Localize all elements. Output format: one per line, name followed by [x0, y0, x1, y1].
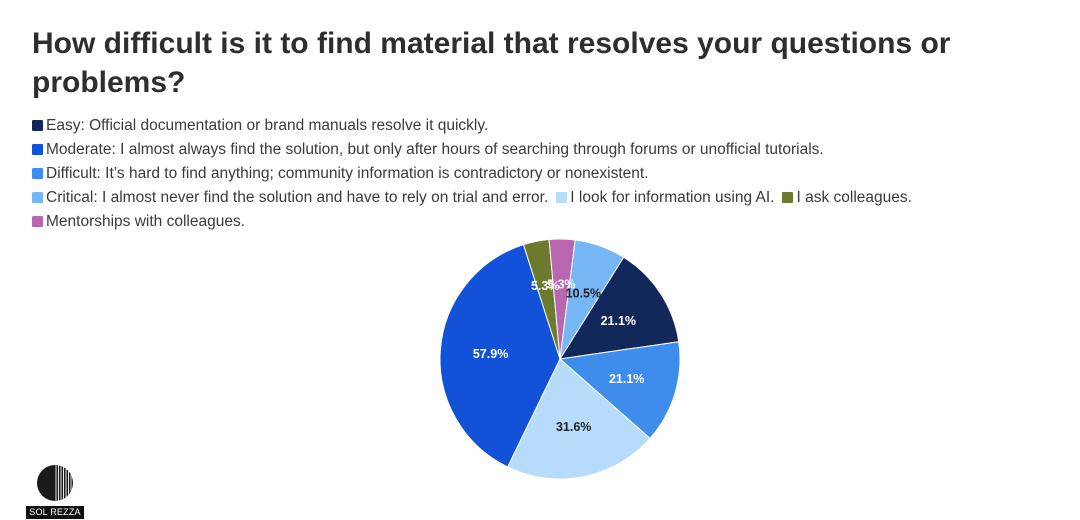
- legend-swatch: [32, 192, 43, 203]
- legend-row: Difficult: It’s hard to find anything; c…: [32, 162, 1042, 186]
- legend-swatch: [32, 168, 43, 179]
- pie-data-label: 57.9%: [473, 347, 508, 361]
- pie-slice: [559, 239, 625, 360]
- legend-label: Critical: I almost never find the soluti…: [46, 189, 549, 206]
- chart-title: How difficult is it to find material tha…: [32, 27, 951, 99]
- legend-label: Difficult: It’s hard to find anything; c…: [46, 165, 649, 182]
- legend-label: I look for information using AI.: [570, 189, 775, 206]
- legend-swatch: [32, 120, 43, 131]
- logo-mark-icon: [37, 465, 73, 501]
- pie-slice: [506, 358, 651, 480]
- legend-item: Critical: I almost never find the soluti…: [32, 186, 548, 209]
- legend-swatch: [556, 192, 568, 203]
- pie-slice: [439, 244, 561, 468]
- pie-data-label: 10.5%: [566, 286, 601, 300]
- pie-data-label: 5.3%: [531, 279, 560, 293]
- pie-data-label: 31.6%: [556, 420, 591, 434]
- legend-item: Easy: Official documentation or brand ma…: [32, 114, 488, 137]
- pie-slice: [559, 256, 680, 360]
- pie-slice: [558, 341, 681, 440]
- legend-row: Easy: Official documentation or brand ma…: [32, 114, 1042, 138]
- legend-label: Mentorships with colleagues.: [46, 213, 246, 230]
- legend-item: Moderate: I almost always find the solut…: [32, 138, 824, 161]
- pie-chart: 21.1%21.1%31.6%57.9%5.3%5.3%10.5%: [439, 238, 681, 480]
- pie-data-label: 21.1%: [601, 314, 636, 328]
- legend-swatch: [782, 192, 794, 203]
- legend-item: I look for information using AI.: [556, 186, 774, 209]
- pie-data-label: 5.3%: [547, 278, 576, 292]
- legend-row: Critical: I almost never find the soluti…: [32, 186, 1042, 210]
- pie-data-label: 21.1%: [609, 372, 644, 386]
- legend-item: Mentorships with colleagues.: [32, 210, 245, 233]
- legend-label: Easy: Official documentation or brand ma…: [46, 117, 489, 134]
- legend-label: I ask colleagues.: [796, 189, 912, 206]
- legend-row: Moderate: I almost always find the solut…: [32, 138, 1042, 162]
- brand-logo: SOL REZZA: [26, 463, 84, 519]
- logo-text: SOL REZZA: [26, 506, 84, 519]
- legend-item: Difficult: It’s hard to find anything; c…: [32, 162, 649, 185]
- chart-legend: Easy: Official documentation or brand ma…: [32, 114, 1042, 234]
- legend-swatch: [32, 144, 43, 155]
- legend-row: Mentorships with colleagues.: [32, 210, 1042, 234]
- legend-label: Moderate: I almost always find the solut…: [46, 141, 824, 158]
- legend-swatch: [32, 216, 43, 227]
- legend-item: I ask colleagues.: [782, 186, 912, 209]
